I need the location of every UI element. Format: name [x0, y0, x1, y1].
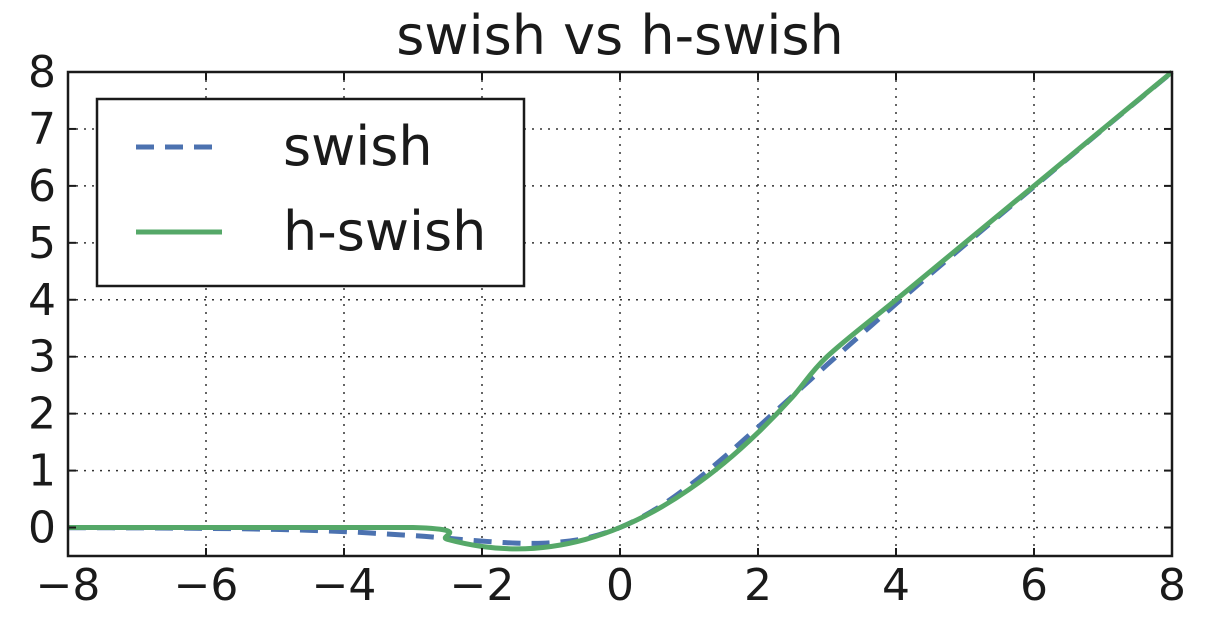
x-tick-label: 8: [1158, 560, 1186, 611]
legend-label-h-swish: h-swish: [283, 200, 486, 263]
legend-box: [95, 97, 526, 288]
series-line-h-swish: [68, 70, 1174, 552]
chart-title: swish vs h-swish: [396, 4, 843, 67]
x-tick-label: 4: [882, 560, 910, 611]
y-tick-label: 7: [28, 104, 56, 155]
y-tick-label: 0: [28, 503, 56, 554]
y-tick-label: 4: [28, 275, 56, 326]
y-tick-label: 3: [28, 332, 56, 383]
x-tick-label: −2: [450, 560, 515, 611]
x-tick-label: 0: [606, 560, 634, 611]
x-tick-label: 2: [744, 560, 772, 611]
x-tick-label: 6: [1020, 560, 1048, 611]
series-layer: [67, 70, 1174, 552]
x-tick-label: −4: [312, 560, 377, 611]
legend: swish h-swish: [95, 97, 526, 288]
y-tick-label: 2: [28, 389, 56, 440]
y-tick-label: 6: [28, 161, 56, 212]
y-tick-label: 8: [28, 47, 56, 98]
legend-label-swish: swish: [283, 115, 433, 178]
x-tick-label: −8: [36, 560, 101, 611]
x-tick-label: −6: [174, 560, 239, 611]
y-tick-label: 5: [28, 218, 56, 269]
y-tick-label: 1: [28, 446, 56, 497]
tick-layer: −8 −6 −4 −2 0 2 4 6 8 0 1 2 3 4 5 6 7 8: [28, 47, 1186, 611]
